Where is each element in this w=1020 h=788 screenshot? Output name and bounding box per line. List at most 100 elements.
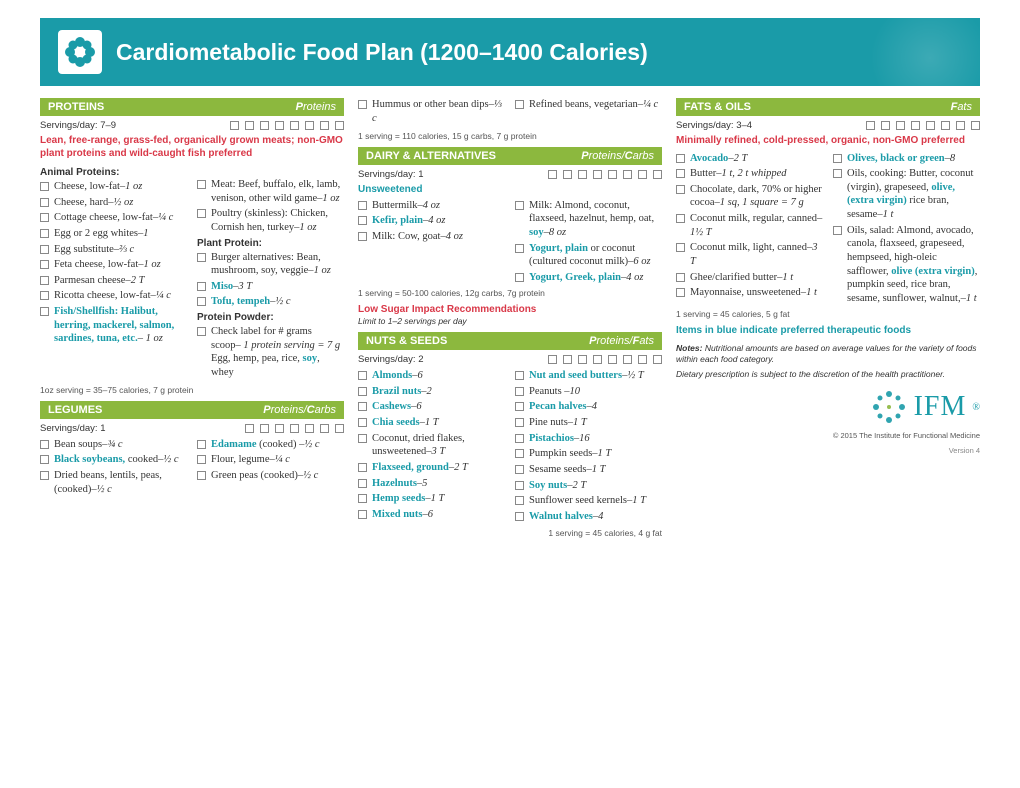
nuts-servings-row: Servings/day: 2 — [358, 354, 662, 365]
food-item: Green peas (cooked)–½ c — [197, 469, 344, 483]
food-item: Yogurt, plain or coconut (cultured cocon… — [515, 242, 662, 269]
item-checkbox[interactable] — [358, 387, 367, 396]
fats-checkboxes[interactable] — [866, 121, 980, 130]
dairy-title: DAIRY & ALTERNATIVES — [366, 150, 496, 162]
item-checkbox[interactable] — [40, 229, 49, 238]
item-checkbox[interactable] — [358, 510, 367, 519]
proteins-servings-row: Servings/day: 7–9 — [40, 120, 344, 131]
item-checkbox[interactable] — [40, 276, 49, 285]
item-checkbox[interactable] — [515, 387, 524, 396]
item-checkbox[interactable] — [676, 273, 685, 282]
logo-icon — [870, 388, 908, 426]
legumes-header: LEGUMES Proteins/Carbs — [40, 401, 344, 419]
item-checkbox[interactable] — [197, 440, 206, 449]
dairy-checkboxes[interactable] — [548, 170, 662, 179]
item-checkbox[interactable] — [40, 213, 49, 222]
proteins-header: PROTEINS Proteins — [40, 98, 344, 116]
fats-title: FATS & OILS — [684, 101, 751, 113]
food-item: Refined beans, vegetarian–¼ c — [515, 98, 662, 125]
dairy-list: Buttermilk–4 ozKefir, plain–4 ozMilk: Co… — [358, 199, 662, 285]
food-item: Milk: Cow, goat–4 oz — [358, 230, 505, 244]
item-checkbox[interactable] — [358, 479, 367, 488]
nuts-checkboxes[interactable] — [548, 355, 662, 364]
food-item: Burger alternatives: Bean, mushroom, soy… — [197, 251, 344, 278]
item-checkbox[interactable] — [676, 154, 685, 163]
item-checkbox[interactable] — [197, 297, 206, 306]
item-checkbox[interactable] — [197, 327, 206, 336]
item-checkbox[interactable] — [676, 169, 685, 178]
dairy-serving-info: 1 serving = 50-100 calories, 12g carbs, … — [358, 288, 662, 298]
item-checkbox[interactable] — [833, 154, 842, 163]
item-checkbox[interactable] — [676, 185, 685, 194]
proteins-checkboxes[interactable] — [230, 121, 344, 130]
proteins-note: Lean, free-range, grass-fed, organically… — [40, 135, 344, 160]
item-checkbox[interactable] — [515, 512, 524, 521]
item-checkbox[interactable] — [40, 307, 49, 316]
copyright: © 2015 The Institute for Functional Medi… — [676, 431, 980, 440]
item-checkbox[interactable] — [515, 481, 524, 490]
item-checkbox[interactable] — [358, 418, 367, 427]
item-checkbox[interactable] — [515, 273, 524, 282]
item-checkbox[interactable] — [515, 100, 524, 109]
item-checkbox[interactable] — [358, 232, 367, 241]
food-item: Pumpkin seeds–1 T — [515, 447, 662, 461]
page-header: Cardiometabolic Food Plan (1200–1400 Cal… — [40, 18, 980, 86]
page-title: Cardiometabolic Food Plan (1200–1400 Cal… — [116, 39, 648, 66]
item-checkbox[interactable] — [358, 100, 367, 109]
food-item: Kefir, plain–4 oz — [358, 214, 505, 228]
item-checkbox[interactable] — [515, 201, 524, 210]
food-item: Mayonnaise, unsweetened–1 t — [676, 286, 823, 300]
fats-list: Avocado–2 TButter–1 t, 2 t whippedChocol… — [676, 152, 980, 306]
food-item: Pistachios–16 — [515, 432, 662, 446]
item-checkbox[interactable] — [515, 465, 524, 474]
item-checkbox[interactable] — [833, 169, 842, 178]
item-checkbox[interactable] — [40, 291, 49, 300]
food-item: Milk: Almond, coconut, flaxseed, hazelnu… — [515, 199, 662, 240]
item-checkbox[interactable] — [833, 226, 842, 235]
item-checkbox[interactable] — [676, 243, 685, 252]
food-item: Black soybeans, cooked–½ c — [40, 453, 187, 467]
low-sugar-note: Low Sugar Impact Recommendations — [358, 304, 662, 317]
item-checkbox[interactable] — [358, 201, 367, 210]
dairy-sub: Unsweetened — [358, 184, 662, 197]
item-checkbox[interactable] — [515, 449, 524, 458]
item-checkbox[interactable] — [197, 282, 206, 291]
animal-proteins-list: Cheese, low-fat–1 ozCheese, hard–½ ozCot… — [40, 180, 187, 346]
notes-text: Nutritional amounts are based on average… — [676, 343, 977, 364]
food-item: Pecan halves–4 — [515, 400, 662, 414]
item-checkbox[interactable] — [197, 455, 206, 464]
item-checkbox[interactable] — [40, 440, 49, 449]
item-checkbox[interactable] — [358, 371, 367, 380]
item-checkbox[interactable] — [358, 402, 367, 411]
legumes-checkboxes[interactable] — [245, 424, 344, 433]
item-checkbox[interactable] — [358, 434, 367, 443]
food-item: Ghee/clarified butter–1 t — [676, 271, 823, 285]
item-checkbox[interactable] — [676, 288, 685, 297]
item-checkbox[interactable] — [515, 418, 524, 427]
item-checkbox[interactable] — [515, 434, 524, 443]
item-checkbox[interactable] — [358, 494, 367, 503]
item-checkbox[interactable] — [515, 496, 524, 505]
item-checkbox[interactable] — [197, 180, 206, 189]
item-checkbox[interactable] — [40, 182, 49, 191]
item-checkbox[interactable] — [40, 198, 49, 207]
item-checkbox[interactable] — [515, 402, 524, 411]
item-checkbox[interactable] — [515, 371, 524, 380]
food-item: Edamame (cooked) –½ c — [197, 438, 344, 452]
proteins-macro: Proteins — [296, 101, 336, 113]
item-checkbox[interactable] — [676, 214, 685, 223]
legumes-servings-row: Servings/day: 1 — [40, 423, 344, 434]
item-checkbox[interactable] — [40, 245, 49, 254]
item-checkbox[interactable] — [358, 216, 367, 225]
item-checkbox[interactable] — [515, 244, 524, 253]
column-2: Hummus or other bean dips–⅓ cRefined bea… — [358, 98, 662, 544]
item-checkbox[interactable] — [40, 260, 49, 269]
food-item: Coconut milk, light, canned–3 T — [676, 241, 823, 268]
item-checkbox[interactable] — [40, 471, 49, 480]
item-checkbox[interactable] — [197, 471, 206, 480]
item-checkbox[interactable] — [197, 253, 206, 262]
item-checkbox[interactable] — [197, 209, 206, 218]
item-checkbox[interactable] — [358, 463, 367, 472]
legumes-servings: Servings/day: 1 — [40, 423, 105, 434]
item-checkbox[interactable] — [40, 455, 49, 464]
